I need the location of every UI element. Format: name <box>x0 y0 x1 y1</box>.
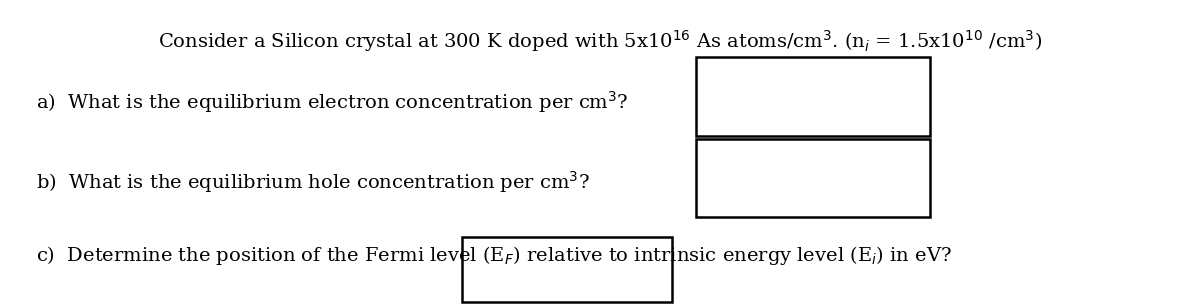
Text: b)  What is the equilibrium hole concentration per cm$^{3}$?: b) What is the equilibrium hole concentr… <box>36 169 589 195</box>
FancyBboxPatch shape <box>696 139 930 217</box>
Text: Consider a Silicon crystal at 300 K doped with 5x10$^{16}$ As atoms/cm$^{3}$. (n: Consider a Silicon crystal at 300 K dope… <box>158 28 1042 54</box>
Text: c)  Determine the position of the Fermi level (E$_{F}$) relative to intrinsic en: c) Determine the position of the Fermi l… <box>36 244 952 267</box>
FancyBboxPatch shape <box>462 237 672 302</box>
FancyBboxPatch shape <box>696 57 930 136</box>
Text: a)  What is the equilibrium electron concentration per cm$^{3}$?: a) What is the equilibrium electron conc… <box>36 89 629 115</box>
